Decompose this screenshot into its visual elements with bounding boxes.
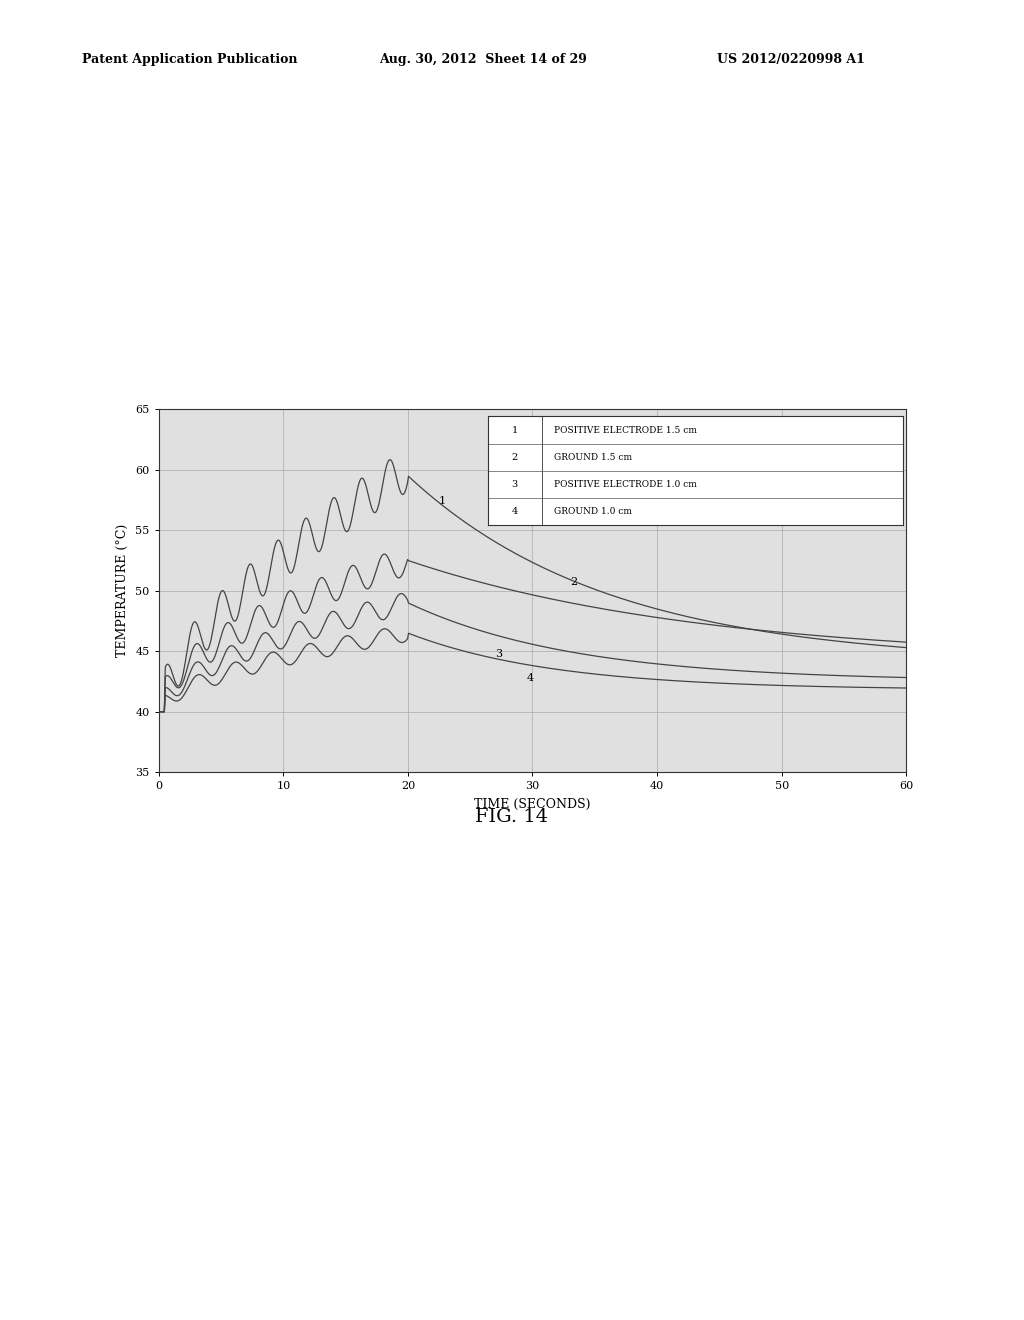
Text: Aug. 30, 2012  Sheet 14 of 29: Aug. 30, 2012 Sheet 14 of 29	[379, 53, 587, 66]
Text: FIG. 14: FIG. 14	[475, 808, 549, 826]
Text: 3: 3	[495, 649, 502, 659]
Text: 1: 1	[439, 495, 446, 506]
Text: 2: 2	[569, 577, 577, 586]
Text: US 2012/0220998 A1: US 2012/0220998 A1	[717, 53, 864, 66]
X-axis label: TIME (SECONDS): TIME (SECONDS)	[474, 799, 591, 812]
Text: Patent Application Publication: Patent Application Publication	[82, 53, 297, 66]
Y-axis label: TEMPERATURE (°C): TEMPERATURE (°C)	[116, 524, 128, 657]
Text: 4: 4	[526, 673, 534, 684]
